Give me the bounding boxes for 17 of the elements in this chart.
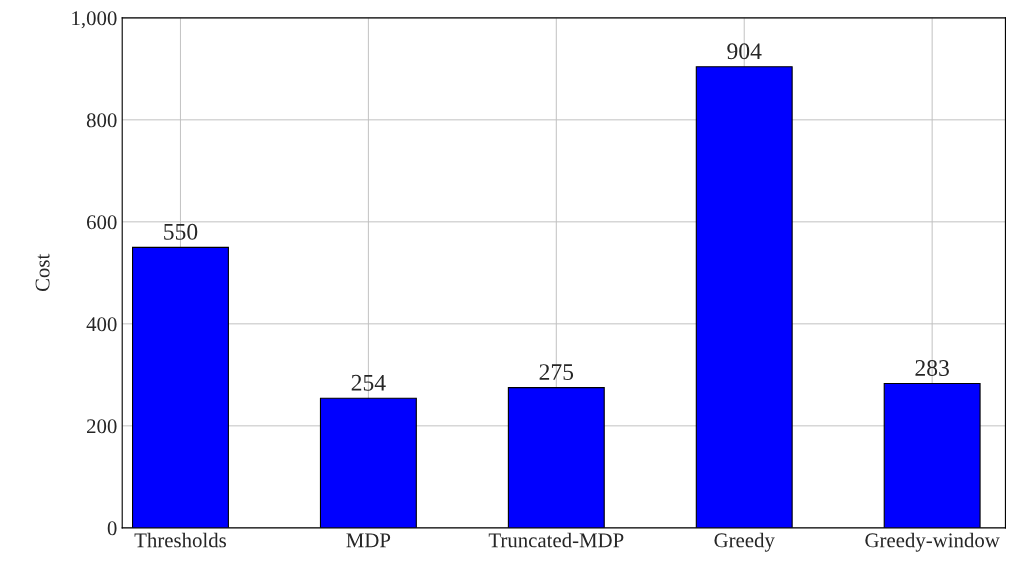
data-label: 904: [727, 43, 762, 60]
y-axis-title: Cost: [35, 253, 50, 292]
data-label: 283: [915, 360, 949, 376]
y-tick-label: 0: [107, 521, 117, 536]
y-tick-label: 600: [87, 215, 117, 230]
x-tick-label: Truncated-MDP: [488, 532, 624, 548]
y-tick-label: 1,000: [72, 11, 117, 29]
data-label: 550: [164, 223, 198, 240]
x-tick-label: Greedy-window: [865, 532, 1000, 552]
y-tick-label: 200: [87, 419, 117, 434]
x-tick-label: Thresholds: [134, 532, 226, 548]
data-label: 275: [539, 364, 574, 381]
data-label: 254: [351, 374, 386, 391]
x-tick-label: MDP: [346, 533, 391, 548]
x-tick-label: Greedy: [714, 532, 775, 552]
y-tick-label: 400: [86, 317, 117, 332]
y-tick-label: 800: [86, 113, 117, 128]
